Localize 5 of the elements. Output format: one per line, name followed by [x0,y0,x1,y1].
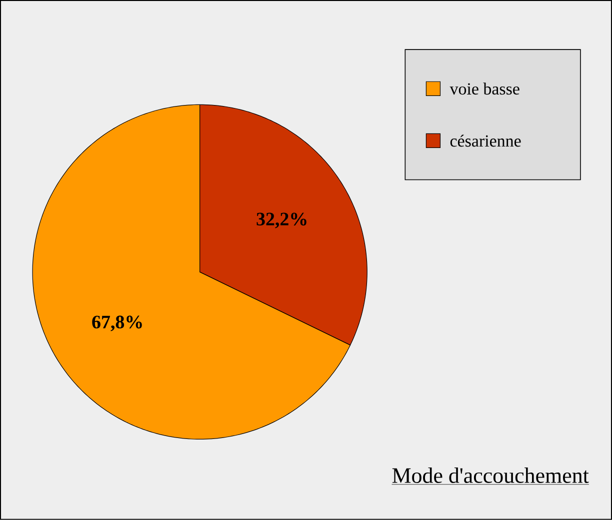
legend-label: césarienne [450,134,521,147]
data-label: 32,2% [256,212,306,228]
legend-label: voie basse [450,82,520,95]
data-label: 67,8% [92,316,142,332]
text: Mode d'accouchement [392,468,589,484]
